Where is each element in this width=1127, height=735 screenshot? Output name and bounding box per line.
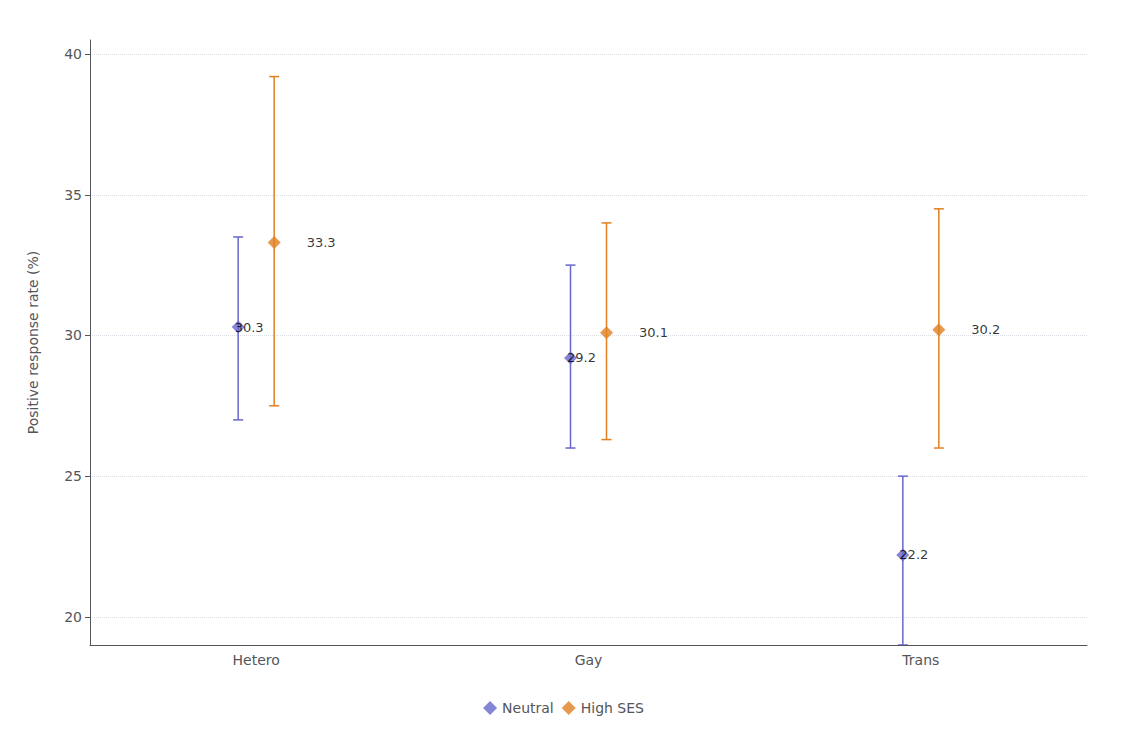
- svg-text:25: 25: [64, 468, 82, 484]
- svg-text:30.1: 30.1: [639, 325, 668, 340]
- svg-text:Trans: Trans: [901, 652, 939, 668]
- svg-text:30: 30: [64, 327, 82, 343]
- svg-text:Positive response rate (%): Positive response rate (%): [25, 251, 41, 435]
- svg-text:29.2: 29.2: [567, 350, 596, 365]
- svg-text:20: 20: [64, 609, 82, 625]
- svg-text:30.3: 30.3: [235, 320, 264, 335]
- svg-text:35: 35: [64, 187, 82, 203]
- svg-text:40: 40: [64, 46, 82, 62]
- svg-text:High SES: High SES: [581, 700, 644, 716]
- svg-text:Neutral: Neutral: [502, 700, 554, 716]
- svg-text:33.3: 33.3: [307, 235, 336, 250]
- svg-text:22.2: 22.2: [899, 547, 928, 562]
- svg-text:30.2: 30.2: [971, 322, 1000, 337]
- svg-text:Gay: Gay: [575, 652, 603, 668]
- svg-text:Hetero: Hetero: [233, 652, 280, 668]
